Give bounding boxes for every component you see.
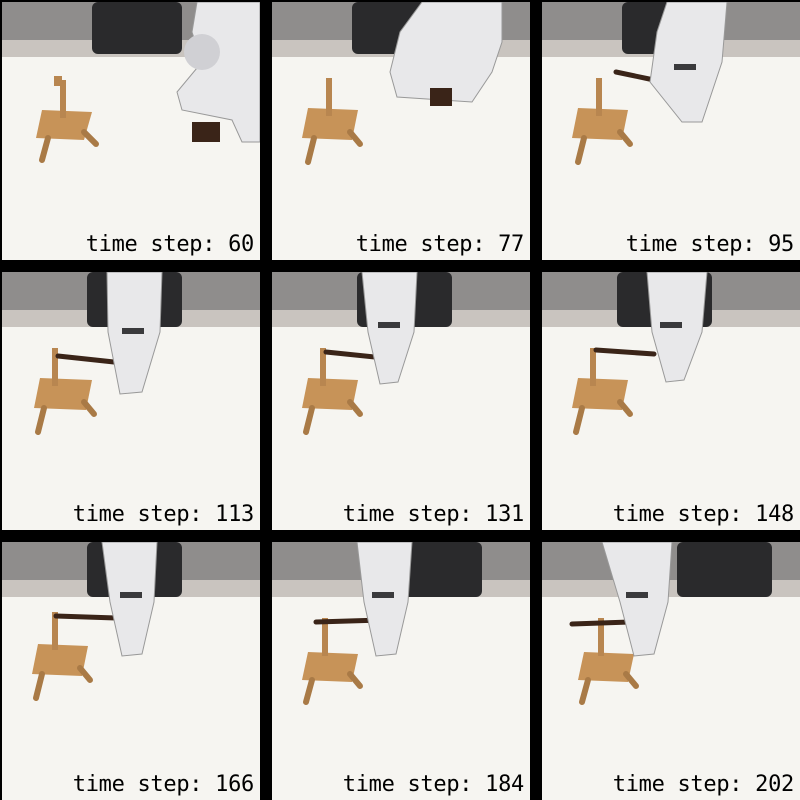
scene-6 (542, 272, 800, 530)
frame-2: time step: 77 (272, 2, 530, 260)
time-step-label: time step: 131 (343, 502, 524, 528)
time-step-label: time step: 60 (86, 232, 254, 258)
scene-9 (542, 542, 800, 800)
time-step-label: time step: 113 (73, 502, 254, 528)
time-step-label: time step: 166 (73, 772, 254, 798)
time-step-label: time step: 202 (613, 772, 794, 798)
frame-4: time step: 113 (2, 272, 260, 530)
scene-7 (2, 542, 260, 800)
frame-7: time step: 166 (2, 542, 260, 800)
scene-1 (2, 2, 260, 260)
frame-6: time step: 148 (542, 272, 800, 530)
frame-5: time step: 131 (272, 272, 530, 530)
time-step-label: time step: 77 (356, 232, 524, 258)
time-step-label: time step: 184 (343, 772, 524, 798)
frame-9: time step: 202 (542, 542, 800, 800)
scene-8 (272, 542, 530, 800)
time-step-label: time step: 148 (613, 502, 794, 528)
time-step-label: time step: 95 (626, 232, 794, 258)
frame-1: time step: 60 (2, 2, 260, 260)
scene-3 (542, 2, 800, 260)
scene-4 (2, 272, 260, 530)
frame-8: time step: 184 (272, 542, 530, 800)
scene-5 (272, 272, 530, 530)
scene-2 (272, 2, 530, 260)
frame-3: time step: 95 (542, 2, 800, 260)
